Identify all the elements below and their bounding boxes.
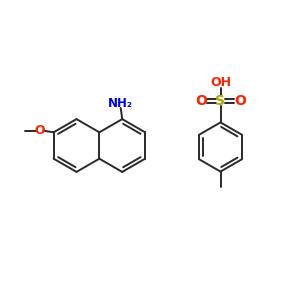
Text: O: O <box>234 94 246 108</box>
Text: S: S <box>215 94 226 108</box>
Text: NH₂: NH₂ <box>108 97 133 110</box>
Text: O: O <box>195 94 207 108</box>
Text: O: O <box>34 124 45 137</box>
Text: OH: OH <box>210 76 231 89</box>
